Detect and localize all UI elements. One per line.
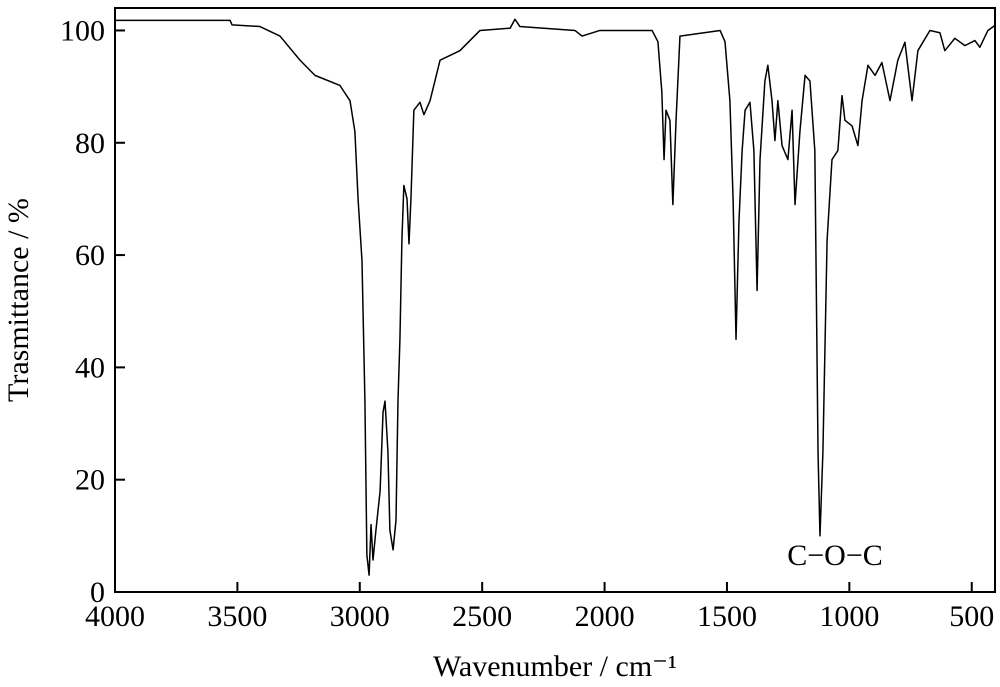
x-tick-label: 3000 <box>330 600 390 633</box>
x-tick-label: 500 <box>949 600 994 633</box>
y-tick-label: 100 <box>60 14 105 47</box>
x-tick-label: 1000 <box>819 600 879 633</box>
x-tick-label: 1500 <box>697 600 757 633</box>
x-tick-label: 2000 <box>575 600 635 633</box>
y-tick-label: 0 <box>90 576 105 609</box>
x-tick-label: 3500 <box>207 600 267 633</box>
x-axis-label: Wavenumber / cm⁻¹ <box>433 650 677 683</box>
x-tick-label: 4000 <box>85 600 145 633</box>
x-tick-label: 2500 <box>452 600 512 633</box>
plot-frame <box>114 7 996 593</box>
y-tick-label: 40 <box>75 351 105 384</box>
y-tick-label: 20 <box>75 464 105 497</box>
annotation: C−O−C <box>787 539 883 572</box>
y-axis-label: Trasmittance / % <box>2 198 35 402</box>
y-tick-label: 80 <box>75 127 105 160</box>
y-tick-label: 60 <box>75 239 105 272</box>
spectrum-line <box>115 18 996 576</box>
